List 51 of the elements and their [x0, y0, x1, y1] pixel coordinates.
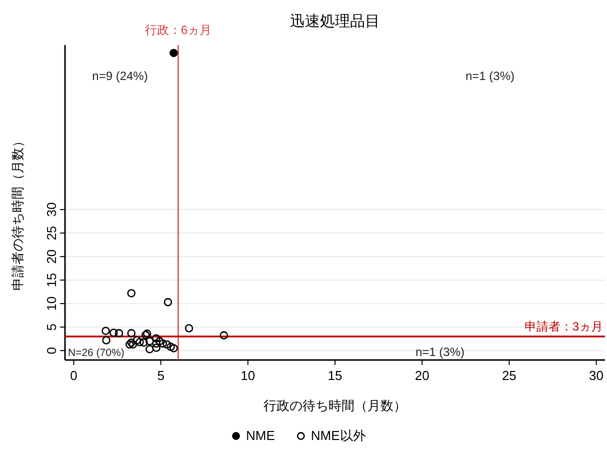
- y-tick-label: 10: [44, 296, 59, 311]
- legend-label: NME: [246, 428, 276, 443]
- point: [127, 329, 136, 338]
- point: [128, 340, 138, 349]
- point: [136, 338, 144, 346]
- point: [152, 344, 160, 352]
- point: [125, 340, 134, 349]
- annotation: n=1 (3%): [415, 345, 465, 359]
- x-tick-label: 25: [502, 368, 516, 383]
- point: [152, 339, 160, 348]
- y-tick-label: 30: [44, 202, 59, 217]
- point: [220, 331, 228, 340]
- x-tick-label: 10: [240, 368, 256, 383]
- annotation: n=1 (3%): [465, 69, 515, 83]
- y-axis-title: 申請者の待ち時間（月数）: [10, 134, 25, 290]
- point: [155, 337, 164, 346]
- point: [102, 336, 110, 344]
- y-tick-label: 5: [44, 323, 59, 331]
- point: [158, 339, 168, 348]
- point: [132, 336, 142, 344]
- point: [114, 329, 124, 338]
- point: [127, 289, 136, 298]
- annotation: N=26 (70%): [68, 347, 124, 359]
- point: [109, 328, 118, 337]
- point: [146, 337, 154, 346]
- point: [140, 338, 148, 347]
- y-tick-label: 15: [44, 272, 59, 288]
- point: [102, 326, 110, 335]
- annotation: n=9 (24%): [92, 69, 148, 83]
- x-tick-label: 5: [157, 368, 164, 383]
- y-tick-label: 25: [44, 226, 59, 240]
- ref-line-label: 申請者：3ヵ月: [524, 319, 603, 334]
- point: [127, 338, 136, 347]
- x-tick-label: 15: [328, 368, 342, 383]
- point: [146, 345, 154, 354]
- point: [170, 48, 178, 58]
- point: [170, 344, 178, 352]
- point: [166, 342, 175, 351]
- x-tick-label: 20: [414, 368, 430, 383]
- x-tick-label: 0: [70, 368, 78, 383]
- y-tick-label: 20: [44, 249, 59, 264]
- ref-line-label: 行政：6ヵ月: [144, 23, 212, 37]
- point: [184, 324, 194, 332]
- point: [164, 298, 172, 306]
- legend-label: NME以外: [310, 428, 366, 443]
- x-axis-title: 行政の待ち時間（月数）: [264, 398, 406, 413]
- x-tick-label: 30: [589, 368, 604, 383]
- y-tick-label: 0: [44, 346, 59, 354]
- point: [152, 334, 160, 343]
- chart-title: 迅速処理品目: [290, 13, 380, 30]
- point: [162, 340, 172, 349]
